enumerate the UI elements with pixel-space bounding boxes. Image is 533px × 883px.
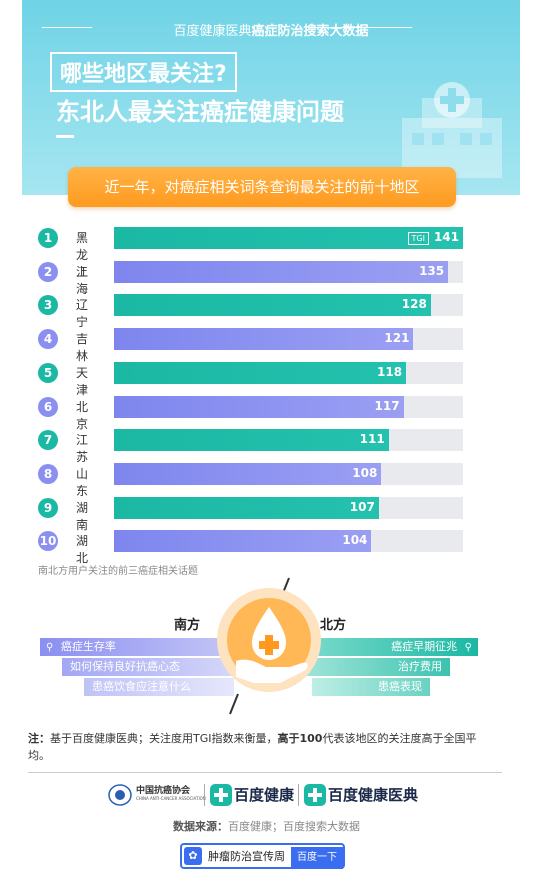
south-topic-2: 如何保持良好抗癌心态 [62, 658, 242, 676]
north-topic-2: 治疗费用 [306, 658, 450, 676]
bar-track: 128 [114, 294, 463, 317]
rank-badge: 10 [38, 531, 58, 552]
south-topic-1: ⚲ 癌症生存率 [40, 638, 252, 656]
bar: 141 TGI [114, 227, 463, 249]
north-topic-1: 癌症早期征兆 ⚲ [300, 638, 478, 656]
baidu-health-logo-icon [210, 784, 232, 806]
rank-badge: 3 [38, 295, 58, 316]
bar-value-label: 121 [384, 331, 410, 346]
bar-value-label: 135 [419, 263, 445, 278]
question-box: 哪些地区最关注? [50, 52, 237, 92]
footnote: 注：基于百度健康医典；关注度用TGI指数来衡量，高于100代表该地区的关注度高于… [28, 732, 477, 762]
logo-separator [204, 784, 205, 806]
region-label: 山东 [76, 466, 89, 498]
bar-track: 107 [114, 496, 463, 519]
baidu-health-dict-logo-icon [304, 784, 326, 806]
baidu-health-name: 百度健康 [234, 786, 295, 804]
data-source: 数据来源：百度健康；百度搜索大数据 [173, 820, 360, 833]
brand-left: 百度健康医典 [173, 24, 252, 39]
logo-separator [298, 784, 299, 806]
baidu-health-dict-name: 百度健康医典 [328, 786, 419, 804]
bar-track: 135 [114, 260, 463, 283]
search-icon: ⚲ [464, 642, 472, 653]
bar-track: 121 [114, 328, 463, 351]
brand-right: 癌症防治搜索大数据 [251, 24, 369, 39]
region-label: 天津 [76, 365, 89, 397]
bar-value-label: 117 [374, 398, 400, 413]
paw-icon: ✿ [184, 847, 202, 865]
rank-badge: 1 [38, 228, 58, 248]
rank-badge: 4 [38, 329, 58, 350]
comparison-title: 南北方用户关注的前三癌症相关话题 [38, 566, 198, 577]
rank-badge: 2 [38, 261, 58, 282]
brand-line: 百度健康医典癌症防治搜索大数据 [22, 20, 520, 39]
bar: 111 [114, 429, 389, 452]
bar-value-label: 118 [377, 364, 403, 379]
south-topic-3: 患癌饮食应注意什么 [84, 678, 234, 696]
caa-name-en: CHINA ANTI-CANCER ASSOCIATION [136, 796, 206, 801]
bar-track: 104 [114, 530, 463, 553]
header-rule-right [312, 27, 412, 28]
rank-badge: 9 [38, 497, 58, 518]
region-label: 辽宁 [76, 298, 89, 330]
header-rule-left [42, 27, 92, 28]
south-label: 南方 [174, 618, 201, 633]
region-label: 湖北 [76, 534, 89, 566]
bar: 107 [114, 496, 379, 519]
campaign-text: 肿瘤防治宣传周 [208, 850, 285, 863]
search-icon: ⚲ [46, 642, 54, 653]
subtitle-banner: 近一年，对癌症相关词条查询最关注的前十地区 [68, 167, 456, 207]
header-banner: 百度健康医典癌症防治搜索大数据 哪些地区最关注? 东北人最关注癌症健康问题 [22, 0, 520, 195]
bar-value-label: 141 [433, 230, 459, 244]
campaign-badge[interactable]: ✿ 肿瘤防治宣传周 百度一下 [180, 843, 345, 869]
bar-value-label: 111 [359, 432, 385, 447]
bar: 104 [114, 530, 372, 553]
bar-value-label: 108 [352, 465, 378, 480]
bar-value-label: 128 [401, 297, 427, 312]
bar-value-label: 104 [342, 533, 368, 548]
bar-track: 141 TGI [114, 227, 463, 249]
bar-track: 108 [114, 462, 463, 485]
bar-track: 118 [114, 361, 463, 384]
bar: 121 [114, 328, 414, 351]
region-label: 湖南 [76, 500, 89, 532]
region-label: 吉林 [76, 332, 89, 364]
region-label: 江苏 [76, 433, 89, 465]
logo-row: 中国抗癌协会 CHINA ANTI-CANCER ASSOCIATION 百度健… [108, 782, 438, 808]
title-dash [56, 135, 74, 138]
divider [28, 772, 502, 773]
bar-track: 111 [114, 429, 463, 452]
caa-name: 中国抗癌协会 [136, 786, 191, 796]
bar: 108 [114, 462, 382, 485]
north-topic-3: 患癌表现 [312, 678, 430, 696]
rank-badge: 8 [38, 463, 58, 484]
rank-badge: 6 [38, 396, 58, 417]
rank-badge: 5 [38, 362, 58, 383]
tgi-tag: TGI [407, 232, 429, 245]
bar-value-label: 107 [349, 499, 375, 514]
north-label: 北方 [320, 618, 347, 633]
caa-logo-icon [108, 784, 132, 806]
bar: 117 [114, 395, 404, 418]
bar: 128 [114, 294, 431, 317]
care-emblem-icon [217, 588, 321, 692]
bar-track: 117 [114, 395, 463, 418]
bar: 135 [114, 260, 449, 283]
region-label: 北京 [76, 399, 89, 431]
bar: 118 [114, 361, 407, 384]
region-label: 黑龙江 [76, 231, 89, 279]
baidu-search-button[interactable]: 百度一下 [291, 847, 343, 869]
region-label: 上海 [76, 264, 89, 296]
page-title: 东北人最关注癌症健康问题 [56, 98, 344, 126]
rank-badge: 7 [38, 430, 58, 451]
